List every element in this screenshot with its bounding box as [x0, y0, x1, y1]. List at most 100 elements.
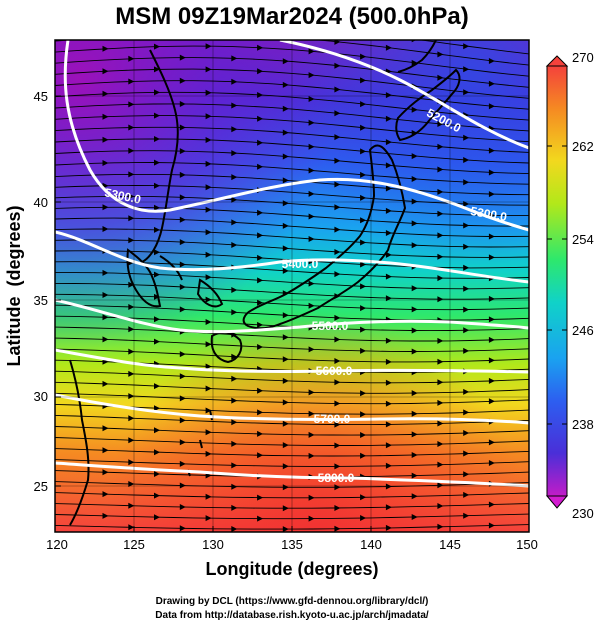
wind-arrow	[205, 296, 212, 303]
wind-arrow	[205, 113, 212, 120]
wind-arrow	[102, 314, 109, 321]
wind-arrow	[231, 126, 238, 133]
wind-arrow	[128, 304, 135, 310]
wind-arrow	[179, 439, 186, 446]
wind-arrow	[231, 397, 238, 404]
wind-arrow	[411, 472, 418, 479]
x-tick-label: 140	[360, 537, 382, 552]
wind-arrow	[128, 370, 135, 377]
wind-arrow	[463, 243, 470, 250]
wind-arrow	[334, 463, 341, 470]
wind-arrow	[282, 267, 289, 274]
wind-arrow	[463, 388, 470, 395]
wind-arrow	[488, 336, 495, 343]
wind-arrow	[437, 296, 444, 303]
wind-arrow	[385, 379, 392, 386]
wind-arrow	[411, 59, 418, 66]
wind-arrow	[154, 449, 160, 456]
wind-arrow	[488, 254, 495, 261]
wind-arrow	[488, 103, 495, 110]
wind-arrow	[334, 442, 341, 449]
wind-arrow	[128, 326, 135, 333]
wind-arrow	[437, 210, 444, 217]
wind-arrow	[154, 492, 160, 499]
wind-arrow	[411, 390, 418, 397]
wind-arrow	[360, 411, 367, 418]
wind-arrow	[205, 493, 212, 500]
wind-arrow	[385, 115, 392, 122]
wind-arrow	[180, 32, 186, 38]
contour-line	[279, 40, 529, 150]
wind-arrow	[411, 285, 418, 292]
wind-arrow	[231, 375, 238, 382]
wind-arrow	[128, 437, 135, 444]
wind-arrow	[437, 275, 444, 282]
wind-arrow	[334, 249, 341, 255]
wind-arrow	[385, 185, 392, 192]
wind-arrow	[282, 81, 289, 88]
wind-arrow	[360, 283, 367, 290]
wind-arrow	[308, 494, 315, 501]
wind-arrow	[128, 415, 135, 422]
wind-arrow	[102, 447, 109, 454]
colorbar-tick-label: 238	[572, 417, 594, 432]
wind-arrow	[488, 233, 495, 240]
wind-arrow	[179, 216, 186, 223]
wind-arrow	[154, 249, 160, 256]
wind-arrow	[385, 162, 392, 169]
wind-arrow	[463, 179, 470, 186]
wind-arrow	[488, 439, 495, 446]
wind-arrow	[308, 431, 315, 438]
wind-arrow	[360, 217, 367, 224]
coastline	[69, 40, 461, 526]
wind-arrow	[385, 483, 392, 490]
wind-arrow	[205, 341, 212, 348]
wind-arrow	[334, 271, 341, 278]
wind-arrow	[385, 207, 392, 214]
wind-arrow	[334, 62, 341, 69]
wind-arrow	[308, 389, 315, 396]
wind-arrow	[308, 143, 315, 150]
y-tick-label: 25	[34, 479, 48, 494]
contour-line	[63, 40, 529, 232]
wind-arrow	[282, 222, 289, 229]
wind-arrow	[128, 193, 135, 200]
wind-arrow	[205, 363, 212, 370]
wind-arrow	[385, 442, 392, 449]
wind-arrow	[488, 169, 495, 176]
wind-arrow	[437, 166, 444, 173]
wind-arrow	[463, 285, 470, 292]
wind-arrow	[437, 232, 444, 239]
wind-arrow	[128, 393, 135, 400]
wind-arrow	[488, 522, 495, 529]
wind-arrow	[385, 400, 392, 407]
wind-arrow	[308, 452, 315, 459]
wind-arrow	[205, 319, 212, 325]
wind-arrow	[282, 505, 289, 512]
wind-arrow	[488, 58, 495, 64]
y-tick-label: 30	[34, 389, 48, 404]
wind-arrow	[102, 68, 109, 75]
wind-arrow	[128, 215, 135, 222]
wind-arrow	[205, 160, 212, 167]
wind-arrow	[437, 399, 444, 406]
x-tick-label: 135	[281, 537, 303, 552]
wind-arrow	[282, 245, 289, 252]
wind-arrow	[128, 171, 135, 178]
contour-label: 5500.0	[312, 319, 349, 333]
wind-arrow	[437, 253, 444, 260]
wind-arrow	[437, 379, 444, 386]
wind-arrow	[231, 419, 238, 426]
wind-arrow	[437, 441, 444, 447]
wind-arrow	[334, 314, 341, 321]
x-axis: 120 125 130 135 140 145 150 Longitude (d…	[46, 526, 538, 579]
wind-arrow	[231, 526, 238, 532]
wind-arrow	[360, 305, 367, 312]
wind-arrow	[308, 190, 315, 197]
wind-arrow	[154, 66, 160, 73]
y-tick-label: 40	[34, 195, 48, 210]
wind-arrow	[179, 460, 186, 467]
y-axis-label: Latitude (degrees)	[4, 205, 24, 366]
wind-arrow	[154, 182, 160, 189]
wind-arrow	[257, 139, 264, 146]
